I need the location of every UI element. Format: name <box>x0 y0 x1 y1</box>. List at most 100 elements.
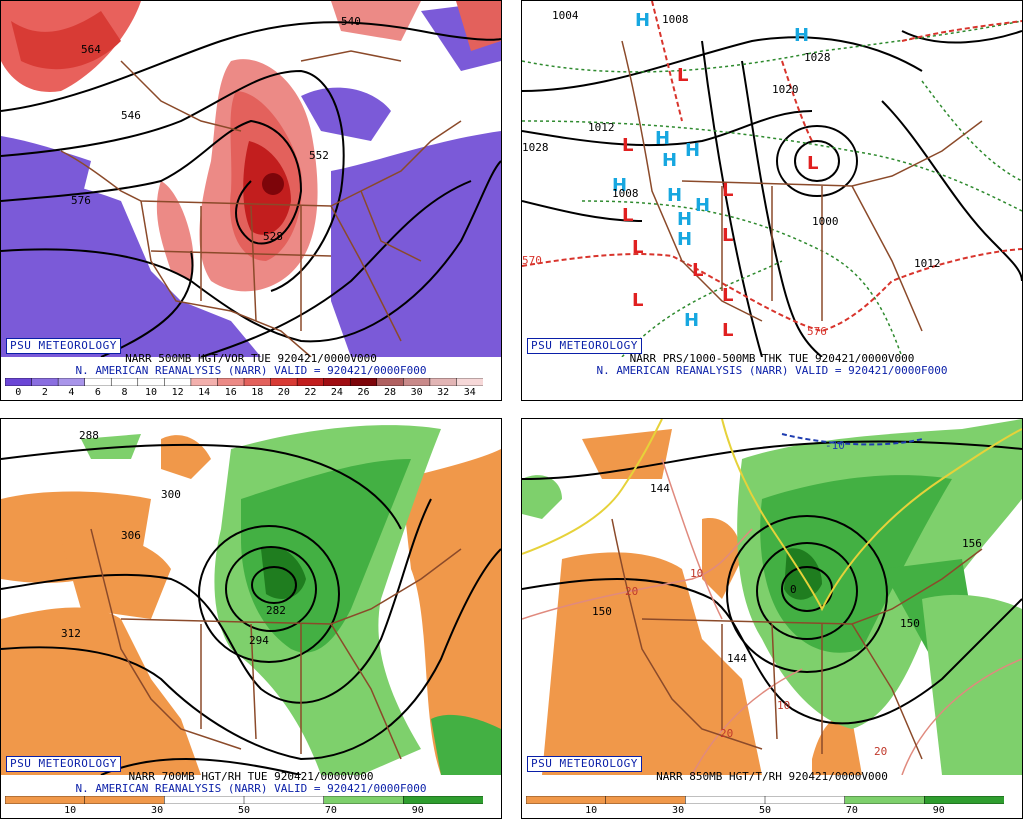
colorbar-swatch <box>270 378 298 386</box>
colorbar-tick-label: 22 <box>304 387 317 398</box>
panel-500mb-vorticity: 540 564 576 528 546 552 PSU METEOROLOGY … <box>0 0 502 401</box>
contour-label: -10 <box>825 439 845 452</box>
contour-label: 306 <box>121 529 141 542</box>
colorbar-swatch <box>323 378 351 386</box>
contour-label: 10 <box>777 699 790 712</box>
colorbar-tick-label: 90 <box>932 805 945 816</box>
low-pressure-icon: L <box>692 260 703 281</box>
colorbar-ticks: 10 30 50 70 90 <box>526 805 1004 817</box>
panel-mslp-thickness: H H H H H H H H H H H L L L L L L L L L … <box>521 0 1023 401</box>
colorbar-swatch <box>190 378 219 386</box>
colorbar-swatch <box>323 796 405 804</box>
contour-label: 1000 <box>812 215 839 228</box>
colorbar-tick-label: 6 <box>94 387 101 398</box>
colorbar-tick-label: 2 <box>41 387 48 398</box>
colorbar-tick-label: 32 <box>437 387 450 398</box>
contour-label: 576 <box>71 194 91 207</box>
contour-label: 546 <box>121 109 141 122</box>
colorbar-tick-label: 50 <box>758 805 772 816</box>
low-pressure-icon: L <box>807 153 818 174</box>
high-pressure-icon: H <box>685 140 700 161</box>
contour-label: 150 <box>592 605 612 618</box>
contour-label: 312 <box>61 627 81 640</box>
high-pressure-icon: H <box>667 185 682 206</box>
contour-label: 288 <box>79 429 99 442</box>
high-pressure-icon: H <box>635 10 650 31</box>
contour-label: 552 <box>309 149 329 162</box>
high-pressure-icon: H <box>677 209 692 230</box>
high-pressure-icon: H <box>695 195 710 216</box>
low-pressure-icon: L <box>632 237 643 258</box>
contour-label: 1004 <box>552 9 579 22</box>
low-pressure-icon: L <box>677 65 688 86</box>
colorbar <box>5 796 483 804</box>
contour-label: 564 <box>81 43 101 56</box>
map-caption: NARR 500MB HGT/VOR TUE 920421/0000V000 <box>125 352 377 365</box>
contour-label: 1012 <box>588 121 615 134</box>
contour-label: 144 <box>727 652 747 665</box>
psu-logo: PSU METEOROLOGY <box>6 338 121 354</box>
low-pressure-icon: L <box>622 205 633 226</box>
colorbar-swatch <box>164 796 245 804</box>
colorbar <box>526 796 1004 804</box>
contour-label: 528 <box>263 230 283 243</box>
colorbar-swatch <box>526 796 607 804</box>
colorbar-tick-label: 20 <box>277 387 290 398</box>
contour-label: 144 <box>650 482 670 495</box>
colorbar-swatch <box>243 796 325 804</box>
contour-label: 576 <box>807 325 827 338</box>
contour-label: 20 <box>874 745 887 758</box>
contour-label: 10 <box>690 567 703 580</box>
map-caption: NARR 850MB HGT/T/RH 920421/0000V000 <box>656 770 888 783</box>
panel-850mb-temp-rh: -10 144 156 150 0 10 20 10 20 20 150 144… <box>521 418 1023 819</box>
low-pressure-icon: L <box>722 180 733 201</box>
colorbar-swatch <box>685 796 766 804</box>
colorbar-tick-label: 30 <box>410 387 423 398</box>
colorbar-swatch <box>605 796 687 804</box>
colorbar-swatch <box>84 796 166 804</box>
contour-label: 1012 <box>914 257 941 270</box>
contour-label: 150 <box>900 617 920 630</box>
contour-label: 300 <box>161 488 181 501</box>
colorbar-tick-label: 50 <box>237 805 251 816</box>
map-caption: NARR PRS/1000-500MB THK TUE 920421/0000V… <box>629 352 915 365</box>
colorbar-tick-label: 10 <box>585 805 598 816</box>
colorbar-tick-label: 30 <box>151 805 164 816</box>
contour-label: 294 <box>249 634 269 647</box>
panel-700mb-rh: 288 300 306 312 282 294 PSU METEOROLOGY … <box>0 418 502 819</box>
low-pressure-icon: L <box>632 290 643 311</box>
colorbar-tick-label: 70 <box>324 805 337 816</box>
contour-label: 1028 <box>522 141 549 154</box>
colorbar-swatch <box>84 378 112 386</box>
colorbar-swatch <box>5 378 33 386</box>
contour-label: 1020 <box>772 83 799 96</box>
colorbar-swatch <box>403 378 431 386</box>
low-pressure-icon: L <box>722 285 733 306</box>
low-pressure-icon: L <box>622 135 633 156</box>
psu-logo: PSU METEOROLOGY <box>6 756 121 772</box>
high-pressure-icon: H <box>684 310 699 331</box>
colorbar-swatch <box>5 796 86 804</box>
contour-label: 0 <box>790 583 797 596</box>
high-pressure-icon: H <box>662 150 677 171</box>
map-valid-line: N. AMERICAN REANALYSIS (NARR) VALID = 92… <box>596 364 948 377</box>
contour-label: 20 <box>720 727 733 740</box>
colorbar-tick-label: 70 <box>845 805 858 816</box>
map-mslp-thickness: H H H H H H H H H H H L L L L L L L L L … <box>522 1 1022 357</box>
colorbar-swatch <box>137 378 166 386</box>
colorbar-swatch <box>296 378 325 386</box>
colorbar-tick-label: 0 <box>15 387 22 398</box>
colorbar-tick-label: 18 <box>251 387 264 398</box>
colorbar-swatch <box>57 378 86 386</box>
contour-label: 570 <box>522 254 542 267</box>
colorbar-swatch <box>924 796 1004 804</box>
map-850mb-temp-rh: -10 144 156 150 0 10 20 10 20 20 150 144 <box>522 419 1022 775</box>
contour-label: 1008 <box>612 187 639 200</box>
map-valid-line: N. AMERICAN REANALYSIS (NARR) VALID = 92… <box>75 782 427 795</box>
colorbar-tick-label: 16 <box>224 387 237 398</box>
map-700mb-rh: 288 300 306 312 282 294 <box>1 419 501 775</box>
colorbar-ticks: 10 30 50 70 90 <box>5 805 483 817</box>
colorbar-tick-label: 8 <box>121 387 128 398</box>
high-pressure-icon: H <box>612 175 627 196</box>
colorbar-tick-label: 10 <box>145 387 158 398</box>
